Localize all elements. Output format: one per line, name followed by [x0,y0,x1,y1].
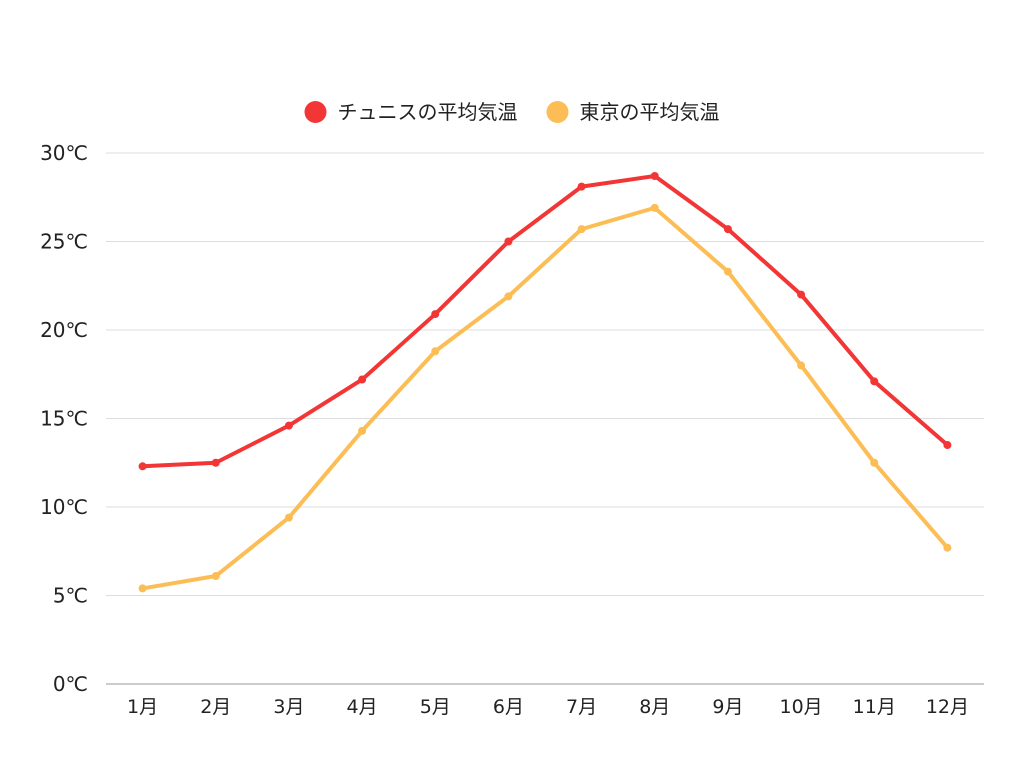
data-point[interactable] [797,361,806,370]
grid-lines [106,152,984,685]
series-1 [138,172,952,471]
data-point[interactable] [138,584,147,593]
legend-marker [546,101,569,123]
y-tick-label: 30℃ [40,141,88,165]
x-axis: 1月 2月 3月 4月 5月 6月 7月 8月 9月 10月 11月 12月 [127,696,969,718]
data-point[interactable] [650,203,659,212]
series-group [138,172,952,593]
data-point[interactable] [504,237,513,246]
y-tick-label: 20℃ [40,318,88,342]
x-tick-label: 11月 [853,696,896,718]
data-point[interactable] [577,182,586,191]
data-point[interactable] [723,267,732,276]
series-line [140,174,950,469]
data-point[interactable] [358,375,367,384]
y-tick-label: 0℃ [53,672,88,696]
x-tick-label: 2月 [200,696,231,718]
legend-item-2[interactable]: 東京の平均気温 [546,100,720,124]
y-tick-label: 15℃ [40,407,88,431]
x-tick-label: 10月 [779,696,822,718]
data-point[interactable] [870,458,879,467]
legend: チュニスの平均気温 東京の平均気温 [304,100,720,124]
data-point[interactable] [431,347,440,356]
legend-label: 東京の平均気温 [580,100,720,124]
data-point[interactable] [284,513,293,522]
x-tick-label: 7月 [566,696,597,718]
legend-label: チュニスの平均気温 [338,100,518,124]
data-point[interactable] [797,290,806,299]
x-tick-label: 9月 [712,696,743,718]
data-point[interactable] [577,225,586,234]
legend-item-1[interactable]: チュニスの平均気温 [304,100,518,124]
data-point[interactable] [650,172,659,181]
y-axis: 0℃ 5℃ 10℃ 15℃ 20℃ 25℃ 30℃ [40,141,88,696]
data-point[interactable] [870,377,879,386]
y-tick-label: 10℃ [40,495,88,519]
data-point[interactable] [431,310,440,319]
data-point[interactable] [723,225,732,234]
data-point[interactable] [138,462,147,471]
series-2 [138,203,952,593]
x-tick-label: 6月 [493,696,524,718]
data-point[interactable] [211,458,220,467]
series-line [140,205,950,591]
data-point[interactable] [504,292,513,301]
x-tick-label: 12月 [926,696,969,718]
data-point[interactable] [943,441,952,450]
x-tick-label: 4月 [347,696,378,718]
x-tick-label: 8月 [639,696,670,718]
data-point[interactable] [358,426,367,435]
data-point[interactable] [943,543,952,552]
legend-marker [304,101,327,123]
y-tick-label: 5℃ [53,584,88,608]
y-tick-label: 25℃ [40,230,88,254]
data-point[interactable] [211,572,220,581]
x-tick-label: 1月 [127,696,158,718]
data-point[interactable] [284,421,293,430]
x-tick-label: 3月 [273,696,304,718]
x-tick-label: 5月 [420,696,451,718]
